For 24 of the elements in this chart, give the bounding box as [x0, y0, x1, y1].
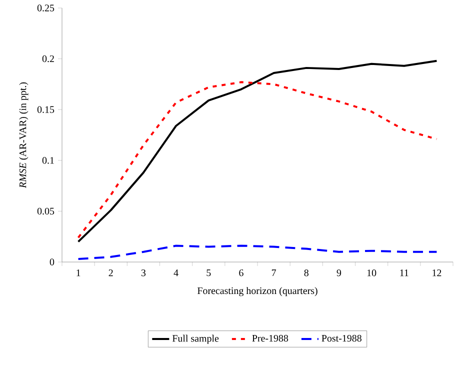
x-tick-label: 5 — [206, 270, 211, 276]
legend-label: Post-1988 — [322, 334, 362, 342]
x-tick-label: 9 — [336, 270, 342, 276]
x-tick-label: 3 — [141, 270, 146, 276]
line-series — [77, 244, 438, 260]
y-tick-label: 0.05 — [37, 208, 54, 215]
x-tick-label: 4 — [174, 270, 178, 276]
x-tick-label: 8 — [304, 270, 308, 276]
x-tick-label: 1 — [76, 270, 80, 276]
x-tick-label: 11 — [400, 270, 408, 276]
x-tick-label: 10 — [367, 270, 376, 276]
y-tick-label: 0.15 — [37, 106, 54, 113]
y-axis-title: RMSE (AR-VAR) (in ppt.) — [19, 82, 28, 188]
x-axis-title: Forecasting horizon (quarters) — [197, 287, 318, 296]
y-tick-label: 0.1 — [42, 157, 54, 164]
x-tick-label: 2 — [108, 270, 113, 276]
legend-label: Full sample — [172, 334, 219, 344]
y-tick-label: 0.2 — [42, 55, 54, 62]
y-tick-label: 0.25 — [37, 4, 54, 12]
x-tick-label: 12 — [432, 270, 442, 276]
x-tick-label: 6 — [239, 270, 244, 276]
y-tick-label: 0 — [50, 258, 54, 266]
legend-label: Pre-1988 — [252, 334, 288, 342]
x-tick-label: 7 — [272, 270, 276, 276]
